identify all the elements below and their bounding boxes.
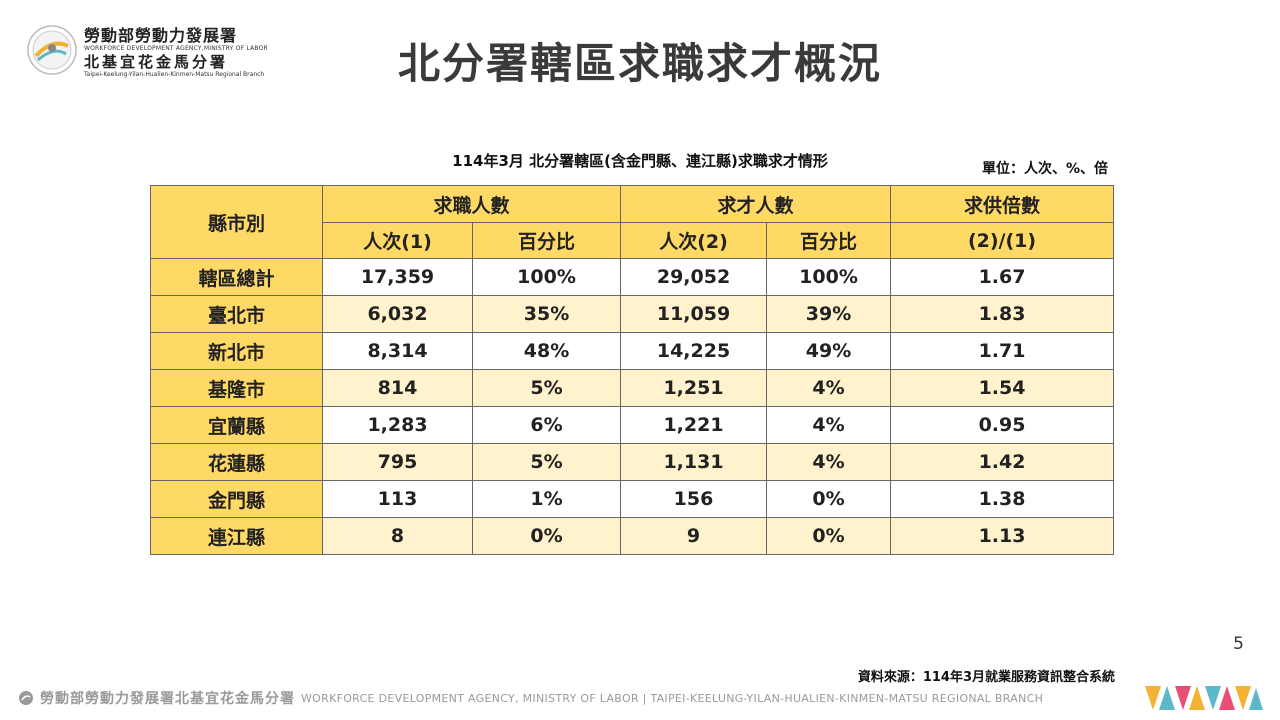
cell-ratio: 1.13: [890, 517, 1115, 555]
cell-seekers: 17,359: [322, 258, 473, 296]
cell-seekers: 814: [322, 369, 473, 407]
footer-agency-name: 勞動部勞動力發展署北基宜花金馬分署: [40, 691, 295, 707]
cell-seekers: 795: [322, 443, 473, 481]
cell-city: 基隆市: [150, 369, 323, 407]
cell-openings: 1,131: [620, 443, 768, 481]
cell-seekers: 1,283: [322, 406, 473, 444]
cell-ratio: 1.67: [890, 258, 1115, 296]
cell-seekers-percent: 6%: [471, 406, 622, 444]
page-number: 5: [1233, 634, 1244, 654]
unit-label: 單位：人次、%、倍: [981, 161, 1108, 177]
cell-openings: 156: [620, 480, 768, 518]
cell-openings-percent: 100%: [766, 258, 892, 296]
table-row: 臺北市 6,032 35% 11,059 39% 1.83: [150, 295, 1115, 333]
cell-seekers-percent: 0%: [471, 517, 622, 555]
cell-openings-percent: 4%: [766, 406, 892, 444]
cell-openings: 29,052: [620, 258, 768, 296]
logo-agency-name: 勞動部勞動力發展署: [84, 26, 238, 45]
header-openings-percent: 百分比: [766, 222, 892, 259]
table-row: 基隆市 814 5% 1,251 4% 1.54: [150, 369, 1115, 407]
cell-seekers-percent: 5%: [471, 443, 622, 481]
cell-openings: 1,221: [620, 406, 768, 444]
cell-openings-percent: 4%: [766, 443, 892, 481]
cell-city: 金門縣: [150, 480, 323, 518]
cell-ratio: 1.54: [890, 369, 1115, 407]
cell-seekers-percent: 5%: [471, 369, 622, 407]
cell-seekers-percent: 48%: [471, 332, 622, 370]
footer-agency-name-en: WORKFORCE DEVELOPMENT AGENCY, MINISTRY O…: [301, 691, 1044, 705]
cell-ratio: 0.95: [890, 406, 1115, 444]
cell-openings: 1,251: [620, 369, 768, 407]
cell-seekers-percent: 1%: [471, 480, 622, 518]
logo-branch-name-en: Taipei-Keelung-Yilan-Hualien-Kinmen-Mats…: [84, 71, 265, 78]
header-seekers-percent: 百分比: [471, 222, 622, 259]
cell-city: 新北市: [150, 332, 323, 370]
cell-openings: 9: [620, 517, 768, 555]
cell-seekers: 113: [322, 480, 473, 518]
cell-ratio: 1.71: [890, 332, 1115, 370]
table-row: 花蓮縣 795 5% 1,131 4% 1.42: [150, 443, 1115, 481]
cell-seekers-percent: 35%: [471, 295, 622, 333]
cell-ratio: 1.83: [890, 295, 1115, 333]
cell-city: 花蓮縣: [150, 443, 323, 481]
cell-ratio: 1.38: [890, 480, 1115, 518]
cell-seekers-percent: 100%: [471, 258, 622, 296]
table-title: 114年3月 北分署轄區(含金門縣、連江縣)求職求才情形: [452, 152, 828, 170]
header-openings-count: 人次(2): [620, 222, 768, 259]
job-statistics-table: 縣市別 求職人數 求才人數 求供倍數 人次(1) 百分比 人次(2) 百分比 (…: [150, 185, 1115, 555]
cell-city: 轄區總計: [150, 258, 323, 296]
footer-emblem-icon: [19, 691, 33, 705]
cell-openings: 14,225: [620, 332, 768, 370]
agency-logo: 勞動部勞動力發展署 WORKFORCE DEVELOPMENT AGENCY,M…: [26, 24, 276, 80]
cell-seekers: 8,314: [322, 332, 473, 370]
cell-openings-percent: 4%: [766, 369, 892, 407]
table-row: 連江縣 8 0% 9 0% 1.13: [150, 517, 1115, 555]
agency-emblem-icon: [27, 25, 77, 75]
table-row: 金門縣 113 1% 156 0% 1.38: [150, 480, 1115, 518]
cell-seekers: 6,032: [322, 295, 473, 333]
page-title: 北分署轄區求職求才概況: [397, 39, 882, 88]
table-row: 宜蘭縣 1,283 6% 1,221 4% 0.95: [150, 406, 1115, 444]
header-ratio: 求供倍數: [890, 185, 1115, 223]
cell-openings-percent: 0%: [766, 517, 892, 555]
logo-branch-name: 北基宜花金馬分署: [84, 53, 229, 71]
header-ratio-formula: (2)/(1): [890, 222, 1115, 259]
cell-ratio: 1.42: [890, 443, 1115, 481]
cell-openings-percent: 39%: [766, 295, 892, 333]
data-source-note: 資料來源：114年3月就業服務資訊整合系統: [857, 670, 1115, 685]
cell-openings: 11,059: [620, 295, 768, 333]
header-seekers-count: 人次(1): [322, 222, 473, 259]
header-job-openings: 求才人數: [620, 185, 892, 223]
cell-city: 連江縣: [150, 517, 323, 555]
cell-city: 臺北市: [150, 295, 323, 333]
logo-agency-name-en: WORKFORCE DEVELOPMENT AGENCY,MINISTRY OF…: [84, 45, 268, 52]
header-job-seekers: 求職人數: [321, 185, 622, 223]
table-row: 新北市 8,314 48% 14,225 49% 1.71: [150, 332, 1115, 370]
cell-openings-percent: 49%: [766, 332, 892, 370]
table-row: 轄區總計 17,359 100% 29,052 100% 1.67: [150, 258, 1115, 296]
cell-city: 宜蘭縣: [150, 406, 323, 444]
cell-openings-percent: 0%: [766, 480, 892, 518]
cell-seekers: 8: [322, 517, 473, 555]
brand-pattern-icon: [1145, 686, 1263, 710]
footer: 勞動部勞動力發展署北基宜花金馬分署 WORKFORCE DEVELOPMENT …: [18, 688, 1043, 708]
header-city: 縣市別: [150, 185, 323, 259]
